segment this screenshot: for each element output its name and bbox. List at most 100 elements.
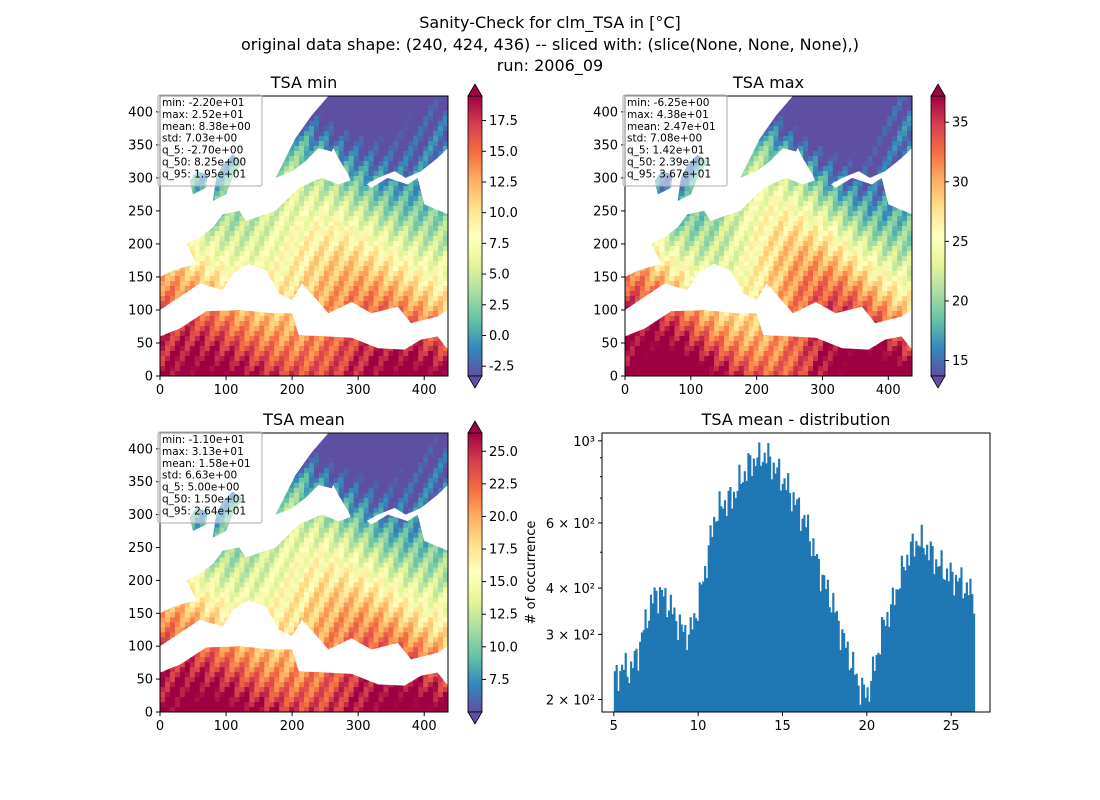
heatmap-cell [748, 126, 755, 132]
heatmap-cell [229, 306, 236, 312]
heatmap-cell [279, 286, 285, 292]
heatmap-cell [438, 286, 444, 292]
heatmap-cell [304, 331, 310, 337]
heatmap-cell [408, 366, 414, 372]
heatmap-cell [418, 221, 424, 227]
heatmap-cell [433, 156, 439, 162]
heatmap-cell [249, 316, 255, 322]
heatmap-cell [199, 196, 206, 202]
heatmap-cell [184, 346, 191, 352]
heatmap-cell [428, 331, 434, 337]
heatmap-cell [778, 166, 784, 172]
heatmap-cell [234, 261, 241, 267]
heatmap-cell [378, 301, 385, 307]
heatmap-cell [428, 101, 434, 107]
heatmap-cell [689, 196, 695, 202]
heatmap-cell [244, 246, 250, 252]
heatmap-cell [403, 126, 409, 132]
heatmap-cell [294, 341, 300, 347]
heatmap-cell [244, 331, 250, 337]
heatmap-cell [837, 126, 844, 132]
heatmap-cell [259, 196, 265, 202]
heatmap-cell [669, 216, 676, 222]
heatmap-cell [867, 136, 874, 142]
heatmap-cell [625, 186, 631, 192]
heatmap-cell [393, 246, 399, 252]
heatmap-cell [289, 326, 295, 332]
heatmap-cell [733, 196, 740, 202]
heatmap-cell [269, 291, 275, 297]
heatmap-cell [229, 281, 236, 287]
heatmap-cell [408, 171, 414, 177]
heatmap-cell [897, 176, 903, 182]
heatmap-cell [857, 141, 864, 147]
heatmap-cell [882, 111, 888, 117]
heatmap-cell [204, 341, 211, 347]
heatmap-cell [832, 146, 839, 152]
heatmap-cell [274, 156, 280, 162]
heatmap-cell [229, 321, 236, 327]
heatmap-cell [308, 171, 315, 177]
heatmap-cell [373, 151, 380, 157]
heatmap-cell [169, 256, 176, 262]
heatmap-cell [634, 201, 641, 207]
heatmap-cell [413, 371, 419, 376]
heatmap-cell [813, 201, 819, 207]
heatmap-cell [234, 211, 241, 217]
heatmap-cell [264, 96, 270, 102]
heatmap-cell [368, 246, 375, 252]
heatmap-cell [719, 226, 725, 232]
heatmap-cell [659, 221, 666, 227]
heatmap-cell [299, 176, 305, 182]
heatmap-cell [383, 366, 390, 372]
heatmap-cell [728, 111, 735, 117]
heatmap-cell [738, 181, 745, 187]
heatmap-cell [264, 326, 270, 332]
heatmap-cell [773, 161, 779, 167]
heatmap-cell [423, 356, 429, 362]
heatmap-cell [229, 371, 236, 376]
heatmap-cell [254, 296, 260, 302]
heatmap-cell [304, 196, 310, 202]
heatmap-cell [378, 241, 385, 247]
heatmap-cell [753, 201, 760, 207]
heatmap-cell [343, 271, 350, 277]
heatmap-cell [837, 131, 844, 137]
heatmap-cell [758, 131, 765, 137]
heatmap-cell [428, 281, 434, 287]
heatmap-cell [304, 321, 310, 327]
heatmap-cell [822, 141, 829, 147]
heatmap-cell [758, 126, 765, 132]
heatmap-cell [254, 211, 260, 217]
heatmap-cell [857, 111, 864, 117]
heatmap-cell [199, 206, 206, 212]
heatmap-cell [778, 226, 784, 232]
heatmap-cell [333, 201, 340, 207]
heatmap-cell [239, 261, 246, 267]
heatmap-cell [318, 106, 325, 112]
heatmap-cell [313, 206, 320, 212]
heatmap-cell [254, 286, 260, 292]
heatmap-cell [289, 151, 295, 157]
heatmap-cell [832, 216, 839, 222]
heatmap-cell [353, 316, 360, 322]
heatmap-cell [229, 231, 236, 237]
heatmap-cell [304, 111, 310, 117]
heatmap-cell [259, 296, 265, 302]
heatmap-cell [353, 226, 360, 232]
heatmap-cell [328, 111, 335, 117]
heatmap-cell [408, 211, 414, 217]
heatmap-cell [179, 311, 186, 317]
heatmap-cell [773, 156, 779, 162]
heatmap-cell [189, 331, 196, 337]
heatmap-cell [423, 131, 429, 137]
heatmap-cell [323, 356, 330, 362]
heatmap-cell [160, 366, 166, 372]
heatmap-cell [827, 141, 834, 147]
heatmap-cell [793, 111, 799, 117]
heatmap-cell [160, 236, 166, 242]
heatmap-cell [867, 101, 874, 107]
heatmap-cell [274, 111, 280, 117]
figure-title-line-3: run: 2006_09 [496, 56, 604, 75]
heatmap-cell [413, 281, 419, 287]
